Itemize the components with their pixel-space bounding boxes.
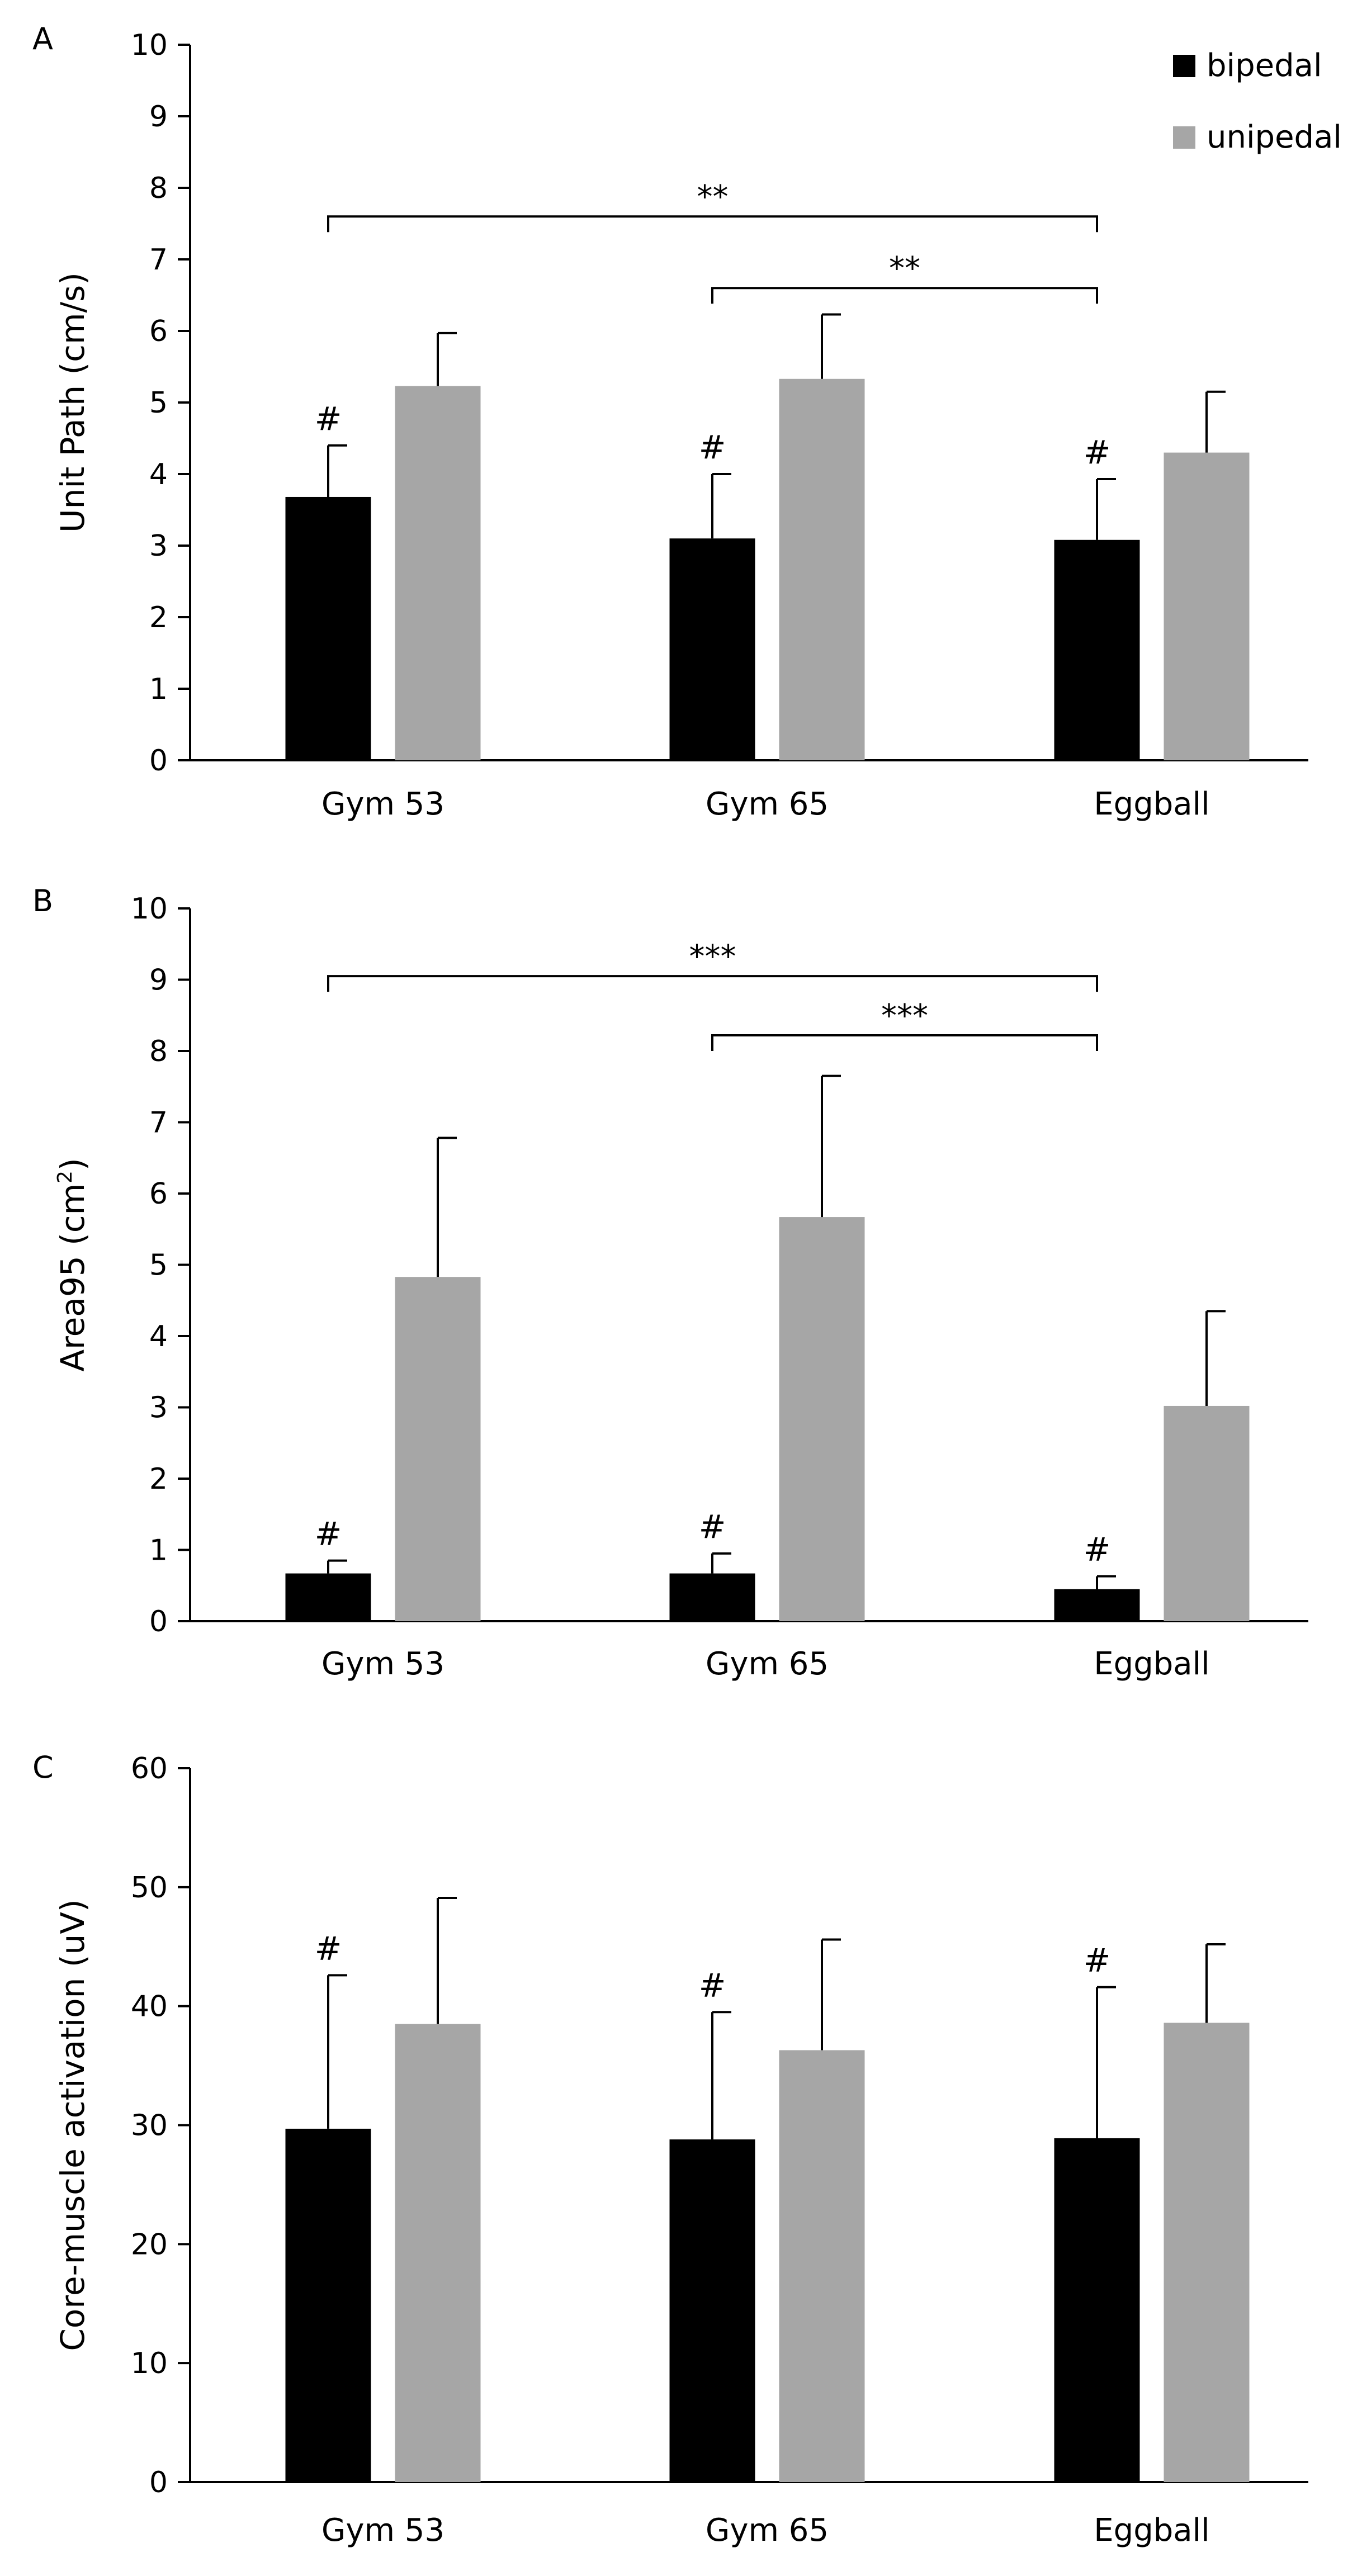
y-axis-label-text: Unit Path (cm/s) bbox=[54, 272, 92, 533]
y-tick-label: 9 bbox=[149, 964, 168, 997]
hash-mark: # bbox=[1084, 433, 1111, 471]
y-axis-label-text: Core-muscle activation (uV) bbox=[54, 1899, 92, 2351]
bar-bipedal-0 bbox=[285, 1573, 371, 1621]
y-tick-label: 6 bbox=[149, 315, 168, 348]
legend-label-bipedal: bipedal bbox=[1207, 48, 1322, 84]
hash-mark: # bbox=[315, 400, 342, 438]
significance-bracket bbox=[327, 975, 1098, 992]
y-tick-label: 3 bbox=[149, 529, 168, 563]
y-axis-label: Core-muscle activation (uV) bbox=[54, 1899, 92, 2351]
bar-bipedal-0 bbox=[285, 2128, 371, 2482]
legend: bipedal unipedal bbox=[1173, 48, 1342, 155]
y-tick-label: 7 bbox=[149, 243, 168, 277]
bar-bipedal-0 bbox=[285, 496, 371, 760]
hash-mark: # bbox=[699, 1508, 726, 1546]
y-tick-label: 1 bbox=[149, 1534, 168, 1568]
y-tick-label: 3 bbox=[149, 1391, 168, 1425]
y-tick-label: 5 bbox=[149, 386, 168, 420]
bar-unipedal-1 bbox=[779, 1217, 865, 1621]
significance-label: ** bbox=[697, 179, 729, 215]
hash-mark: # bbox=[1084, 1531, 1111, 1569]
bar-bipedal-1 bbox=[669, 538, 755, 760]
x-category-label: Gym 53 bbox=[321, 786, 444, 822]
hash-mark: # bbox=[699, 428, 726, 466]
panel-c: C 0 10 20 30 40 50 60 Core-muscle activation (uV… bbox=[32, 1750, 1308, 2549]
bar-bipedal-2 bbox=[1054, 539, 1140, 760]
y-tick-label: 8 bbox=[149, 1035, 168, 1068]
x-category-label: Eggball bbox=[1094, 2512, 1209, 2549]
y-tick-label: 0 bbox=[149, 1605, 168, 1639]
y-tick-label: 2 bbox=[149, 601, 168, 634]
x-category-label: Eggball bbox=[1094, 786, 1209, 822]
x-category-label: Gym 53 bbox=[321, 2512, 444, 2549]
x-category-label: Gym 65 bbox=[706, 2512, 829, 2549]
bar-bipedal-2 bbox=[1054, 1589, 1140, 1621]
bar-unipedal-1 bbox=[779, 2050, 865, 2482]
panel-a: A 0 1 2 3 4 5 6 7 8 9 10 Unit Path (cm/s) # # # Gym 53 Gy… bbox=[32, 21, 1308, 822]
significance-label: *** bbox=[881, 998, 928, 1034]
bar-unipedal-2 bbox=[1164, 452, 1250, 760]
y-tick-label: 0 bbox=[149, 744, 168, 778]
y-tick-label: 7 bbox=[149, 1106, 168, 1140]
bar-unipedal-1 bbox=[779, 378, 865, 760]
panel-letter: B bbox=[32, 883, 53, 918]
legend-swatch-bipedal bbox=[1173, 55, 1195, 77]
y-axis-label-superscript: 2 bbox=[54, 1171, 77, 1183]
y-axis-label-text: Area95 (cm bbox=[54, 1183, 92, 1372]
hash-mark: # bbox=[315, 1929, 342, 1967]
significance-label: *** bbox=[689, 939, 736, 975]
y-tick-label: 1 bbox=[149, 673, 168, 706]
bar-unipedal-2 bbox=[1164, 2023, 1250, 2482]
y-tick-label: 8 bbox=[149, 172, 168, 205]
y-tick-label: 6 bbox=[149, 1177, 168, 1211]
bar-unipedal-0 bbox=[395, 2024, 481, 2482]
y-tick-label: 4 bbox=[149, 458, 168, 491]
hash-mark: # bbox=[699, 1966, 726, 2004]
y-axis-label-end: ) bbox=[54, 1158, 92, 1171]
significance-bracket bbox=[711, 1034, 1098, 1051]
bar-unipedal-0 bbox=[395, 386, 481, 760]
y-tick-label: 4 bbox=[149, 1320, 168, 1353]
y-tick-label: 60 bbox=[131, 1752, 168, 1786]
y-tick-label: 5 bbox=[149, 1249, 168, 1282]
bar-unipedal-2 bbox=[1164, 1405, 1250, 1621]
y-tick-label: 9 bbox=[149, 100, 168, 134]
y-tick-label: 10 bbox=[131, 892, 168, 926]
y-tick-label: 30 bbox=[131, 2109, 168, 2143]
x-category-label: Eggball bbox=[1094, 1646, 1209, 1682]
bar-unipedal-0 bbox=[395, 1277, 481, 1621]
legend-label-unipedal: unipedal bbox=[1207, 119, 1342, 155]
bar-bipedal-1 bbox=[669, 1573, 755, 1621]
bar-bipedal-1 bbox=[669, 2139, 755, 2482]
y-tick-label: 40 bbox=[131, 1990, 168, 2024]
hash-mark: # bbox=[1084, 1942, 1111, 1980]
y-axis-label: Area95 (cm2) bbox=[54, 1158, 92, 1371]
hash-mark: # bbox=[315, 1515, 342, 1553]
y-tick-label: 50 bbox=[131, 1871, 168, 1905]
panel-letter: C bbox=[32, 1750, 54, 1785]
significance-label: ** bbox=[889, 250, 920, 287]
y-tick-label: 10 bbox=[131, 2347, 168, 2380]
significance-bracket bbox=[327, 215, 1098, 233]
x-category-label: Gym 53 bbox=[321, 1646, 444, 1682]
panel-letter: A bbox=[32, 21, 53, 56]
x-category-label: Gym 65 bbox=[706, 1646, 829, 1682]
y-tick-label: 10 bbox=[131, 29, 168, 62]
y-tick-label: 2 bbox=[149, 1462, 168, 1496]
y-tick-label: 0 bbox=[149, 2466, 168, 2499]
bar-bipedal-2 bbox=[1054, 2138, 1140, 2482]
legend-swatch-unipedal bbox=[1173, 126, 1195, 149]
y-tick-label: 20 bbox=[131, 2228, 168, 2261]
x-category-label: Gym 65 bbox=[706, 786, 829, 822]
significance-bracket bbox=[711, 287, 1098, 304]
y-axis-label: Unit Path (cm/s) bbox=[54, 272, 92, 533]
